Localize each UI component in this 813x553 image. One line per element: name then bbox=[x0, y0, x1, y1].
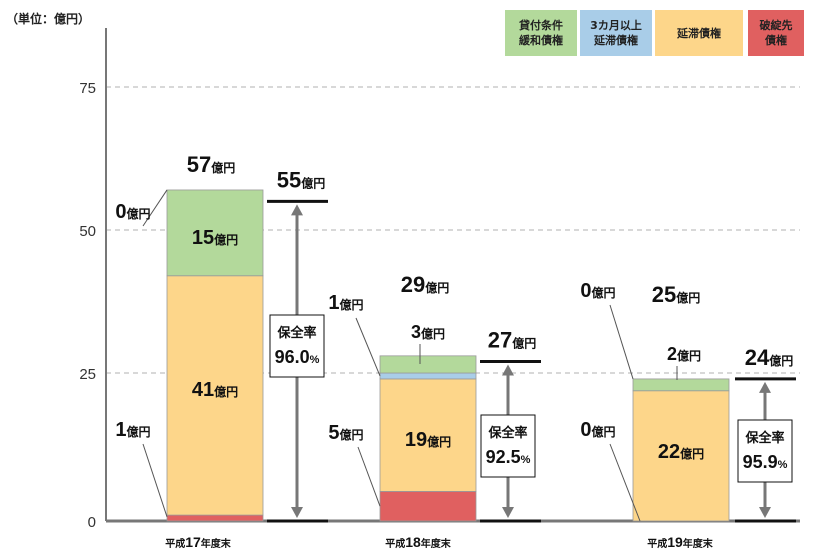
coverage-rate-title-2: 保全率 bbox=[487, 425, 527, 440]
coverage-arrow-head-bottom-2 bbox=[502, 507, 514, 518]
bar-segment-3-4 bbox=[633, 379, 729, 391]
coverage-amount-label-1: 55億円 bbox=[277, 167, 326, 192]
segment-label-red-2-leader bbox=[358, 447, 380, 506]
segment-label-red-1: 1億円 bbox=[115, 419, 150, 441]
segment-label-green-3: 2億円 bbox=[667, 344, 701, 364]
coverage-arrow-head-top-2 bbox=[502, 365, 514, 376]
coverage-amount-label-3: 24億円 bbox=[745, 345, 794, 370]
x-category-label-3: 平成19年度末 bbox=[647, 534, 714, 550]
bar-segment-2-4 bbox=[380, 356, 476, 373]
total-label-1: 57億円 bbox=[187, 152, 236, 177]
segment-label-red-2: 5億円 bbox=[328, 422, 363, 444]
bar-segment-1-1 bbox=[167, 515, 263, 521]
coverage-amount-label-2: 27億円 bbox=[488, 328, 537, 353]
coverage-rate-title-3: 保全率 bbox=[744, 430, 784, 445]
x-category-label-1: 平成17年度末 bbox=[165, 534, 232, 550]
segment-label-blue-3-leader bbox=[610, 305, 633, 379]
y-tick-50: 50 bbox=[79, 223, 96, 240]
bar-segment-2-1 bbox=[380, 491, 476, 521]
y-tick-0: 0 bbox=[88, 514, 96, 531]
segment-label-blue-2: 1億円 bbox=[328, 292, 363, 314]
segment-label-red-1-leader bbox=[143, 444, 167, 517]
segment-label-blue-2-leader bbox=[356, 318, 380, 376]
segment-label-red-3: 0億円 bbox=[580, 419, 615, 441]
y-tick-75: 75 bbox=[79, 80, 96, 97]
y-tick-25: 25 bbox=[79, 366, 96, 383]
coverage-arrow-head-bottom-1 bbox=[291, 507, 303, 518]
segment-label-blue-3: 0億円 bbox=[580, 280, 615, 302]
segment-label-blue-1: 0億円 bbox=[115, 201, 150, 223]
coverage-rate-title-1: 保全率 bbox=[276, 325, 316, 340]
coverage-arrow-head-top-1 bbox=[291, 204, 303, 215]
x-category-label-2: 平成18年度末 bbox=[385, 534, 452, 550]
bar-segment-2-3 bbox=[380, 373, 476, 379]
coverage-arrow-head-bottom-3 bbox=[759, 507, 771, 518]
total-label-3: 25億円 bbox=[652, 282, 701, 307]
total-label-2: 29億円 bbox=[401, 272, 450, 297]
coverage-arrow-head-top-3 bbox=[759, 382, 771, 393]
segment-label-green-2: 3億円 bbox=[411, 322, 445, 342]
